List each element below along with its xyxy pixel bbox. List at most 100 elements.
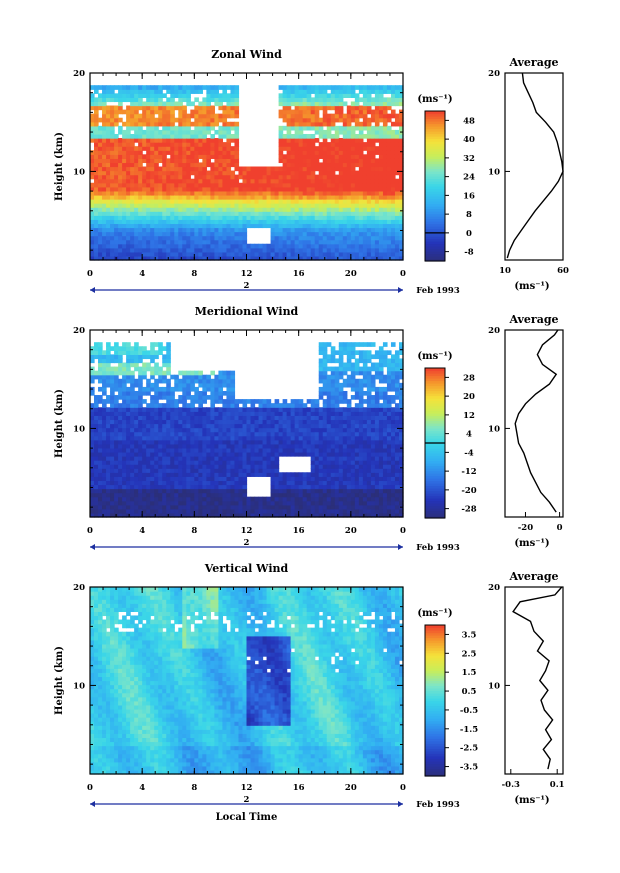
heatmap-cell — [138, 439, 143, 445]
heatmap-cell — [302, 154, 308, 159]
heatmap-cell — [222, 255, 228, 261]
heatmap-cell — [286, 239, 292, 245]
heatmap-cell — [266, 435, 272, 441]
heatmap-cell — [186, 199, 191, 204]
heatmap-cell — [362, 243, 368, 249]
heatmap-cell — [270, 435, 276, 441]
heatmap-cell — [174, 496, 179, 502]
heatmap-cell — [238, 460, 244, 465]
heatmap-cell — [290, 121, 296, 127]
heatmap-cell — [158, 346, 163, 351]
heatmap-cell — [386, 154, 392, 159]
heatmap-cell — [242, 456, 248, 461]
heatmap-cell — [194, 390, 199, 396]
heatmap-cell — [102, 174, 107, 180]
heatmap-cell — [390, 162, 396, 168]
heatmap-cell — [270, 492, 276, 498]
heatmap-cell — [150, 146, 155, 151]
heatmap-cell — [318, 247, 324, 253]
heatmap-cell — [238, 464, 244, 469]
heatmap-cell — [134, 472, 139, 477]
heatmap-cell — [278, 129, 284, 135]
heatmap-cell — [94, 439, 99, 445]
heatmap-cell — [94, 512, 99, 518]
heatmap-cell — [98, 174, 103, 180]
heatmap-cell — [270, 496, 276, 502]
heatmap-cell — [278, 512, 284, 518]
heatmap-cell — [130, 395, 135, 400]
heatmap-cell — [114, 158, 119, 164]
heatmap-cell — [282, 255, 288, 261]
heatmap-cell — [134, 174, 139, 180]
heatmap-cell — [186, 190, 191, 196]
heatmap-cell — [178, 480, 183, 486]
heatmap-cell — [114, 411, 119, 416]
heatmap-cell — [226, 480, 232, 486]
heatmap-cell — [310, 97, 316, 103]
heatmap-cell — [270, 227, 276, 233]
heatmap-cell — [182, 460, 187, 465]
heatmap-cell — [374, 243, 380, 249]
heatmap-cell — [186, 403, 191, 408]
heatmap-cell — [334, 207, 340, 212]
heatmap-cell — [286, 89, 292, 94]
heatmap-cell — [282, 223, 288, 229]
heatmap-cell — [298, 231, 304, 237]
heatmap-cell — [286, 121, 292, 127]
heatmap-cell — [162, 415, 167, 421]
heatmap-cell — [262, 247, 268, 253]
heatmap-cell — [390, 113, 396, 119]
heatmap-cell — [158, 158, 163, 164]
heatmap-cell — [150, 431, 155, 437]
heatmap-cell — [294, 150, 300, 155]
heatmap-cell — [282, 480, 288, 486]
heatmap-cell — [210, 97, 215, 103]
heatmap-cell — [90, 85, 95, 90]
heatmap-cell — [382, 203, 388, 208]
heatmap-cell — [234, 496, 240, 502]
heatmap-cell — [266, 255, 272, 261]
heatmap-cell — [314, 203, 320, 208]
heatmap-cell — [362, 227, 368, 233]
colorbar-segment — [425, 113, 445, 117]
heatmap-cell — [282, 423, 288, 429]
heatmap-cell — [178, 138, 183, 143]
heatmap-cell — [294, 174, 300, 180]
heatmap-cell — [106, 492, 111, 498]
heatmap-cell — [102, 235, 107, 241]
heatmap-cell — [366, 117, 372, 123]
heatmap-cell — [162, 162, 167, 168]
heatmap-cell — [110, 113, 115, 119]
heatmap-cell — [378, 243, 384, 249]
heatmap-cell — [334, 227, 340, 233]
heatmap-cell — [146, 133, 151, 139]
heatmap-cell — [278, 411, 284, 416]
heatmap-cell — [162, 456, 167, 461]
heatmap-cell — [126, 166, 131, 172]
heatmap-cell — [274, 178, 280, 184]
heatmap-cell — [150, 138, 155, 143]
heatmap-cell — [358, 125, 364, 131]
heatmap-cell — [118, 451, 123, 457]
heatmap-cell — [218, 431, 224, 437]
heatmap-cell — [298, 411, 304, 416]
heatmap-cell — [382, 239, 388, 245]
heatmap-cell — [110, 500, 115, 506]
heatmap-cell — [170, 133, 175, 139]
heatmap-cell — [186, 154, 191, 159]
heatmap-cell — [310, 89, 316, 94]
heatmap-cell — [270, 476, 276, 482]
heatmap-cell — [90, 133, 95, 139]
heatmap-cell — [186, 211, 191, 216]
heatmap-cell — [274, 243, 280, 249]
heatmap-cell — [294, 415, 300, 421]
heatmap-cell — [274, 207, 280, 212]
heatmap-cell — [378, 85, 384, 90]
heatmap-cell — [378, 146, 384, 151]
heatmap-cell — [366, 247, 372, 253]
heatmap-cell — [134, 182, 139, 188]
heatmap-cell — [302, 435, 308, 441]
heatmap-cell — [290, 247, 296, 253]
heatmap-cell — [90, 464, 95, 469]
